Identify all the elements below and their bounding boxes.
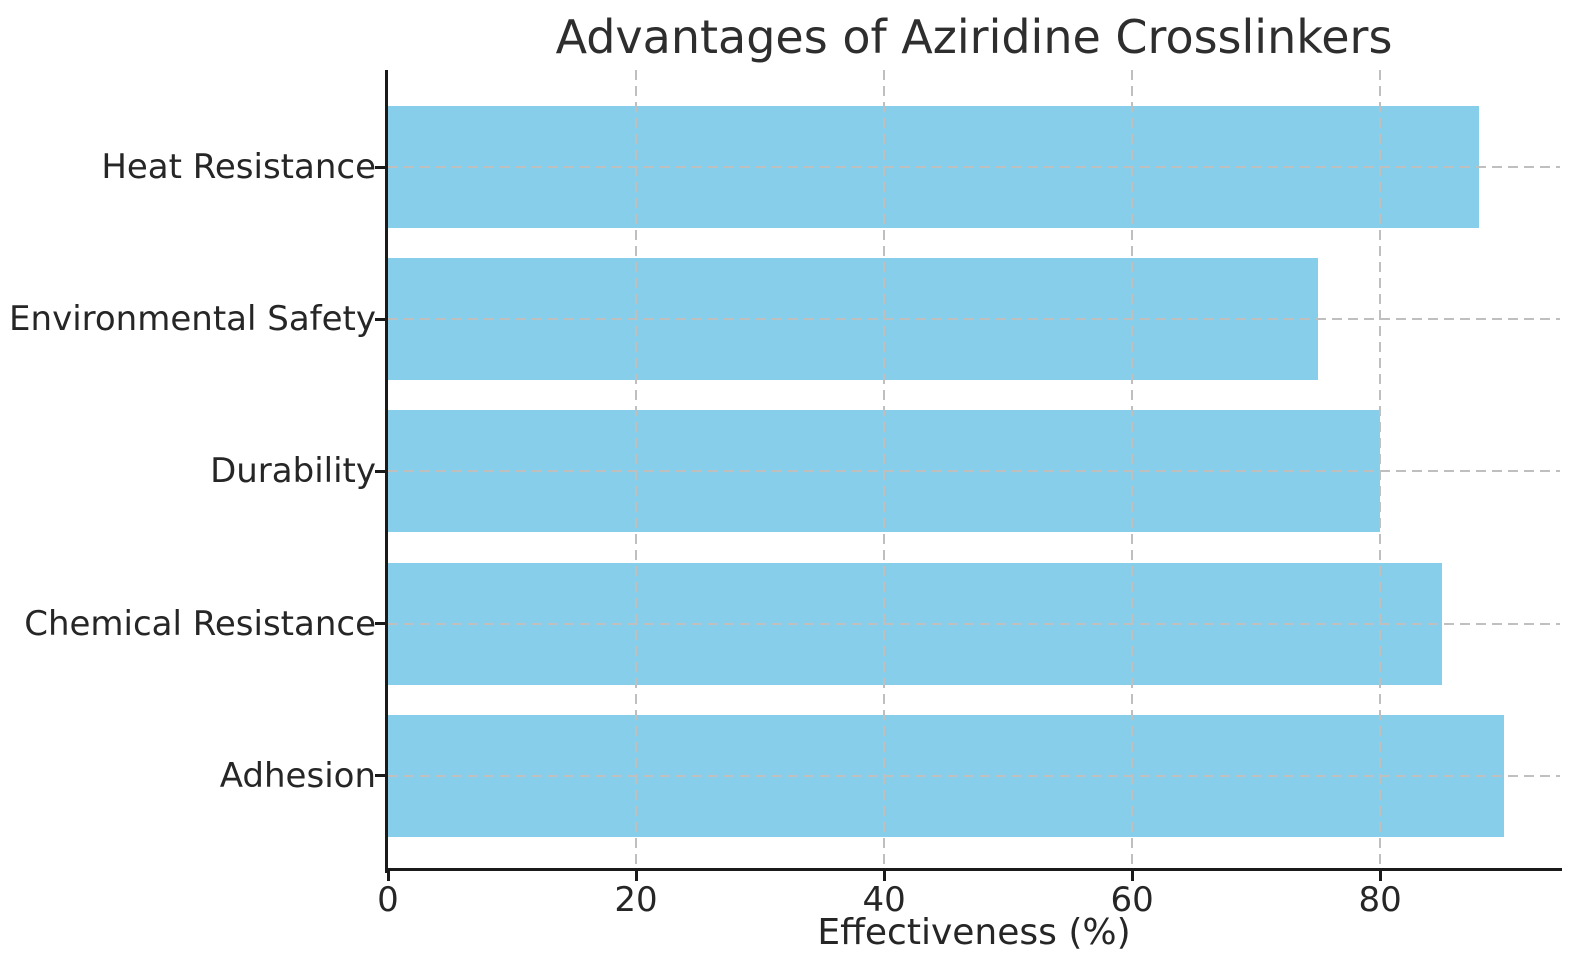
x-tick-mark bbox=[1130, 871, 1134, 881]
y-tick-label: Environmental Safety bbox=[9, 299, 376, 340]
vertical-gridline bbox=[1131, 70, 1134, 870]
horizontal-gridline bbox=[388, 622, 1560, 625]
y-tick-mark bbox=[375, 469, 385, 473]
vertical-gridline bbox=[635, 70, 638, 870]
vertical-gridline bbox=[1379, 70, 1382, 870]
x-tick-mark bbox=[1378, 871, 1382, 881]
x-tick-label: 80 bbox=[1358, 880, 1402, 920]
horizontal-gridline bbox=[388, 318, 1560, 321]
x-axis-label: Effectiveness (%) bbox=[817, 912, 1131, 953]
x-tick-mark bbox=[634, 871, 638, 881]
x-tick-mark bbox=[386, 871, 390, 881]
horizontal-gridline bbox=[388, 166, 1560, 168]
vertical-gridline bbox=[883, 70, 886, 870]
horizontal-gridline bbox=[388, 774, 1560, 777]
x-tick-mark bbox=[882, 871, 886, 881]
y-tick-label: Heat Resistance bbox=[101, 147, 376, 187]
chart-title: Advantages of Aziridine Crosslinkers bbox=[555, 10, 1393, 64]
x-tick-label: 20 bbox=[614, 880, 658, 920]
x-tick-label: 0 bbox=[377, 880, 399, 920]
y-tick-label: Chemical Resistance bbox=[24, 603, 376, 644]
x-axis-spine bbox=[385, 868, 1562, 871]
x-tick-label: 60 bbox=[1110, 880, 1154, 920]
y-tick-label: Adhesion bbox=[219, 755, 376, 796]
y-axis-spine bbox=[385, 70, 388, 873]
y-tick-mark bbox=[375, 622, 385, 626]
plot-area bbox=[388, 70, 1560, 870]
y-tick-label: Durability bbox=[210, 451, 376, 492]
y-tick-mark bbox=[375, 165, 385, 169]
x-tick-label: 40 bbox=[862, 880, 906, 920]
y-tick-mark bbox=[375, 317, 385, 321]
horizontal-gridline bbox=[388, 470, 1560, 473]
y-tick-mark bbox=[375, 774, 385, 778]
